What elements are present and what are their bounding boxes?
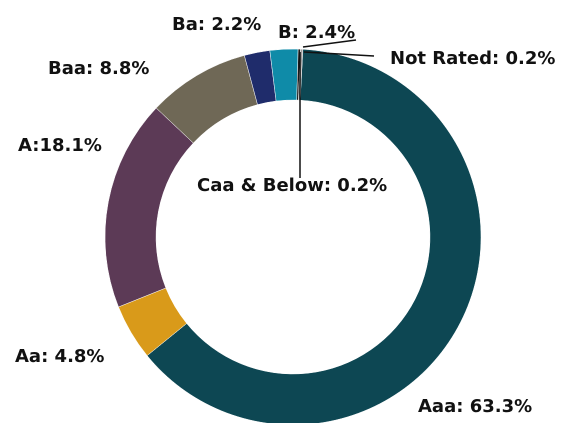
donut-slice [104, 107, 194, 308]
leader-line [302, 39, 357, 48]
slice-label: Baa: 8.8% [48, 58, 149, 79]
slice-label: Ba: 2.2% [172, 14, 261, 35]
slice-label: Aaa: 63.3% [418, 396, 532, 417]
slice-label: Aa: 4.8% [15, 346, 104, 367]
donut-slice [146, 48, 482, 423]
slice-label: B: 2.4% [278, 22, 355, 43]
slice-label: A:18.1% [18, 135, 102, 156]
slice-label: Caa & Below: 0.2% [197, 175, 387, 196]
leader-line [303, 51, 375, 57]
slice-label: Not Rated: 0.2% [390, 48, 555, 69]
